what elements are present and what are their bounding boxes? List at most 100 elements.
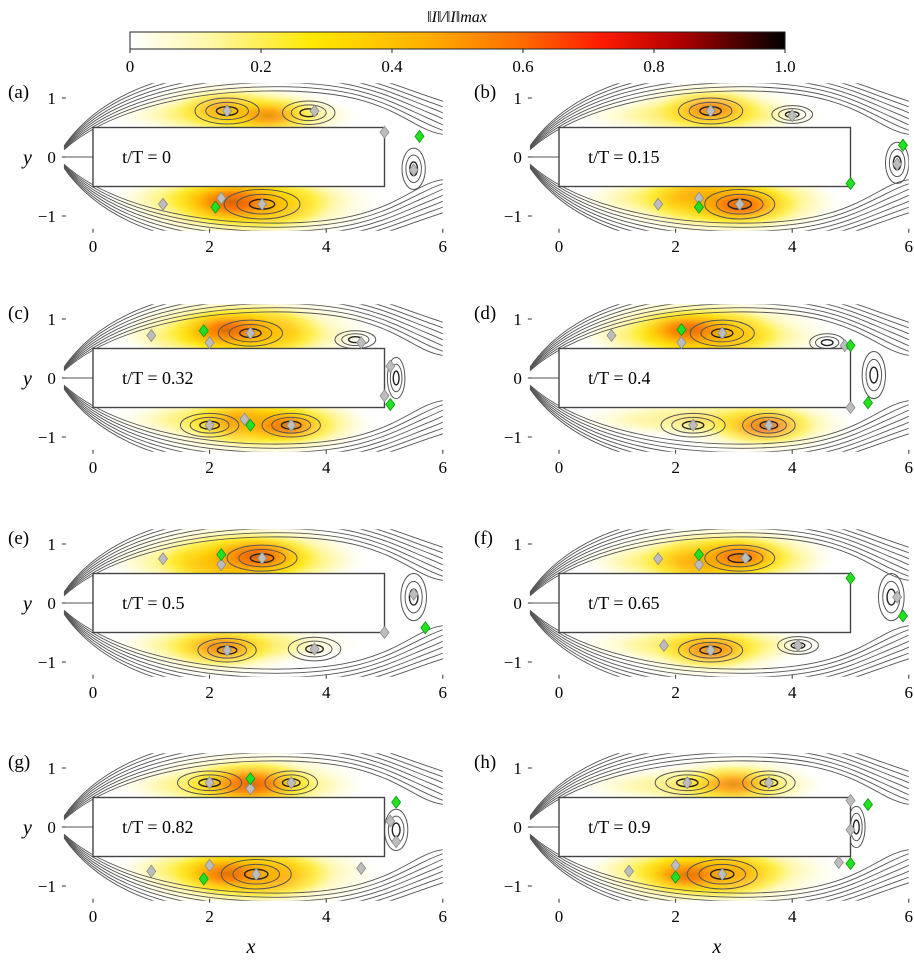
contour-line <box>529 304 909 368</box>
vortex-contour <box>750 416 787 434</box>
heat-band-bottom <box>102 848 363 889</box>
x-tick-label: 0 <box>89 683 98 702</box>
contour-line <box>63 611 443 677</box>
x-tick-label: 0 <box>89 237 98 256</box>
critical-point-green <box>198 872 209 886</box>
critical-point-gray <box>222 104 233 118</box>
critical-point-gray <box>408 163 419 177</box>
x-axis-label-left: x <box>246 936 256 958</box>
x-tick-label: 6 <box>439 907 448 926</box>
x-tick-label: 6 <box>439 458 448 477</box>
critical-point-gray <box>245 781 256 796</box>
x-tick-label: 0 <box>89 458 98 477</box>
x-tick-label: 6 <box>905 907 914 926</box>
critical-point-gray <box>688 418 699 432</box>
contour-line <box>63 386 443 452</box>
y-axis-label: y <box>21 593 32 615</box>
critical-point-gray <box>204 776 215 790</box>
contour-line <box>63 387 443 452</box>
y-axis-label: y <box>21 368 32 390</box>
vortex-contour <box>391 822 401 838</box>
critical-point-gray <box>606 328 617 343</box>
contour-line <box>63 167 443 231</box>
x-tick-label: 2 <box>205 683 214 702</box>
contour-line <box>63 163 443 224</box>
x-tick-label: 2 <box>205 907 214 926</box>
panel-tag: (d) <box>474 303 496 324</box>
critical-point-green <box>845 856 856 871</box>
contour-line <box>63 307 443 371</box>
y-tick-label: 0 <box>47 818 56 837</box>
plot-area <box>63 753 443 901</box>
body-rectangle <box>92 796 386 858</box>
contour-line <box>63 388 443 452</box>
panels: (a) t/T = 0 0 2 4 6 1 0 −1 y (b) t/T = 0.15 0 2 4 6 1 0 −1… <box>8 82 914 926</box>
contour-line <box>529 387 909 452</box>
critical-point-gray <box>693 557 704 572</box>
contour-line <box>529 834 909 898</box>
contour-line <box>63 164 443 228</box>
contour-line <box>529 86 909 150</box>
colorbar-tick-label: 0.2 <box>250 57 271 76</box>
critical-point-gray <box>653 552 664 566</box>
time-label: t/T = 0.9 <box>588 817 650 837</box>
heat-band-top <box>568 95 829 136</box>
critical-point-green <box>670 870 681 884</box>
contour-line <box>63 612 443 677</box>
contour-line <box>529 385 909 449</box>
y-tick-label: 0 <box>513 818 522 837</box>
vortex-contour <box>281 100 336 126</box>
contour-line <box>63 756 443 820</box>
x-axis-label-right: x <box>712 936 722 958</box>
panel-tag: (g) <box>8 752 30 773</box>
contour-line <box>529 529 909 593</box>
contour-line <box>63 304 443 370</box>
contour-line <box>63 387 443 452</box>
y-tick-label: 0 <box>513 148 522 167</box>
time-label: t/T = 0.15 <box>588 147 659 167</box>
critical-point-gray <box>204 858 215 873</box>
critical-point-gray <box>222 643 233 657</box>
contour-line <box>63 166 443 231</box>
contour-line <box>529 166 909 231</box>
critical-point-green <box>897 138 908 152</box>
critical-point-gray <box>623 864 634 878</box>
y-tick-label: 1 <box>47 89 56 108</box>
vortex-contour <box>187 774 232 792</box>
vortex-contour <box>207 641 248 659</box>
critical-point-gray <box>216 191 227 205</box>
contour-line <box>529 167 909 231</box>
plot-area <box>529 83 909 231</box>
contour-line <box>63 836 443 901</box>
vortex-contour <box>401 147 426 190</box>
vortex-contour <box>223 188 301 220</box>
time-label: t/T = 0.32 <box>122 368 193 388</box>
contour-line <box>529 756 909 820</box>
x-tick-label: 6 <box>905 237 914 256</box>
colorbar-tick-label: 1.0 <box>774 57 795 76</box>
contour-line <box>63 385 443 449</box>
vortex-contour <box>884 141 909 185</box>
x-tick-label: 2 <box>671 907 680 926</box>
vortex-contour <box>660 412 726 438</box>
contour-line <box>529 529 909 594</box>
vortex-contour <box>777 636 819 655</box>
contour-line <box>529 166 909 231</box>
contour-line <box>529 613 909 677</box>
contour-line <box>529 304 909 369</box>
contour-line <box>63 86 443 150</box>
contour-line <box>63 536 443 597</box>
body-rectangle <box>92 347 386 409</box>
x-tick-label: 2 <box>671 458 680 477</box>
plot-area <box>63 304 443 452</box>
contour-line <box>529 304 909 370</box>
vortex-contour <box>654 770 720 796</box>
vortex-contour <box>220 858 292 890</box>
critical-point-gray <box>845 793 856 808</box>
contour-line <box>63 753 443 817</box>
body-rectangle <box>558 347 852 409</box>
contour-line <box>63 611 443 677</box>
critical-point-gray <box>833 855 844 870</box>
heat-band-top <box>102 316 363 357</box>
